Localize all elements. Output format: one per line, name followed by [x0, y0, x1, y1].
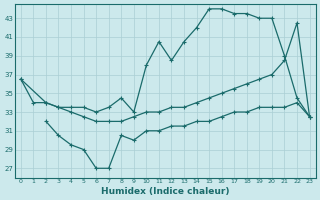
X-axis label: Humidex (Indice chaleur): Humidex (Indice chaleur)	[101, 187, 229, 196]
